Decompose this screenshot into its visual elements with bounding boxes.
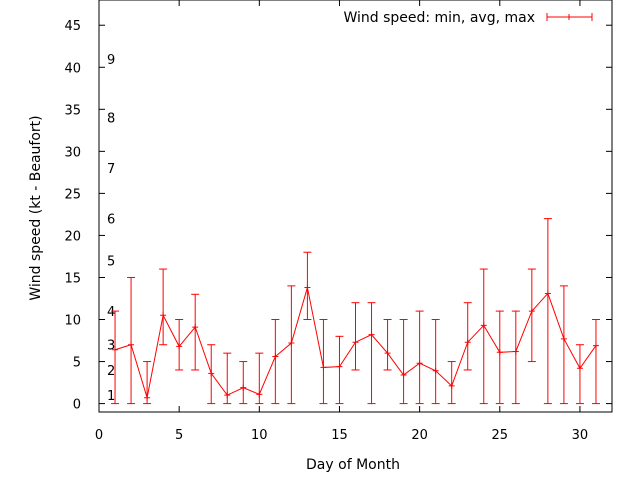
x-tick-label: 5 (175, 428, 183, 443)
error-bars (111, 218, 600, 405)
beaufort-label: 8 (107, 112, 115, 127)
plot-frame (98, 0, 613, 413)
x-tick-label: 25 (492, 428, 509, 443)
data-point (400, 372, 407, 379)
data-point (480, 322, 487, 329)
data-point (272, 353, 279, 360)
data-point (576, 365, 583, 372)
data-point (352, 339, 359, 346)
beaufort-label: 1 (107, 389, 115, 404)
beaufort-label: 3 (107, 339, 115, 354)
data-point (592, 342, 599, 349)
beaufort-label: 9 (107, 53, 115, 68)
y-tick-label: 25 (64, 187, 81, 202)
data-point (320, 364, 327, 371)
x-tick-label: 0 (95, 428, 103, 443)
x-tick-label: 30 (572, 428, 589, 443)
data-point (112, 346, 119, 353)
data-points (112, 284, 599, 401)
y-tick-label: 35 (64, 103, 81, 118)
data-point (160, 312, 167, 319)
x-axis-label: Day of Month (306, 457, 400, 473)
y-tick-label: 15 (64, 271, 81, 286)
data-point (304, 284, 311, 291)
y-tick-label: 5 (73, 356, 81, 371)
data-point (256, 391, 263, 398)
data-point (384, 350, 391, 357)
data-point (528, 308, 535, 315)
y-tick-label: 0 (73, 398, 81, 413)
data-point (336, 363, 343, 370)
data-point (448, 382, 455, 389)
data-point (432, 367, 439, 374)
y-tick-label: 10 (64, 314, 81, 329)
data-point (512, 348, 519, 355)
x-tick-label: 10 (251, 428, 268, 443)
y-axis-label: Wind speed (kt - Beaufort) (28, 115, 44, 300)
data-point (496, 349, 503, 356)
data-point (240, 384, 247, 391)
x-tick-label: 15 (331, 428, 348, 443)
data-point (464, 339, 471, 346)
data-point (192, 324, 199, 331)
y-tick-label: 45 (64, 19, 81, 34)
y-tick-label: 40 (64, 61, 81, 76)
beaufort-label: 4 (107, 305, 115, 320)
data-point (176, 343, 183, 350)
data-point (368, 331, 375, 338)
y-tick-label: 20 (64, 229, 81, 244)
data-point (128, 341, 135, 348)
data-point (560, 335, 567, 342)
beaufort-label: 2 (107, 364, 115, 379)
beaufort-label: 7 (107, 162, 115, 177)
legend: Wind speed: min, avg, max (343, 10, 593, 26)
data-point (288, 340, 295, 347)
data-point (208, 370, 215, 377)
x-tick-label: 20 (411, 428, 428, 443)
beaufort-label: 6 (107, 213, 115, 228)
data-point (416, 360, 423, 367)
y-tick-label: 30 (64, 145, 81, 160)
beaufort-label: 5 (107, 255, 115, 270)
data-point (224, 392, 231, 399)
data-point (144, 394, 151, 401)
data-point (544, 290, 551, 297)
legend-label: Wind speed: min, avg, max (343, 10, 535, 26)
beaufort-scale: 1 2 3 4 5 6 7 8 9 (107, 53, 115, 404)
